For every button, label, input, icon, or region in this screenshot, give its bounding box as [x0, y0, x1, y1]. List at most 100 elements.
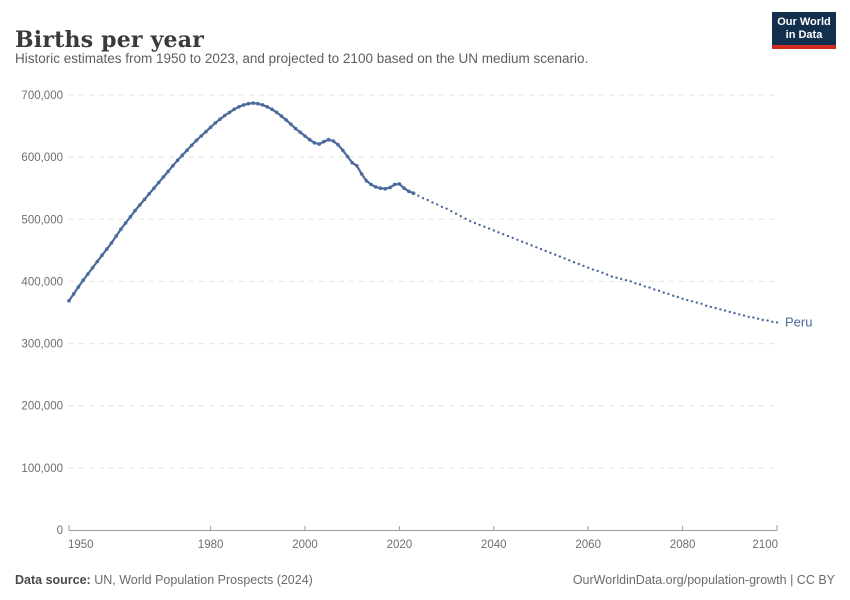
projection-dot: [638, 283, 642, 286]
data-point: [411, 191, 416, 195]
data-point: [213, 121, 218, 125]
data-point: [355, 164, 359, 168]
projection-dot: [530, 244, 533, 247]
page-title: Births per year: [15, 26, 205, 53]
projection-dot: [747, 315, 750, 319]
projection-dot: [700, 302, 703, 305]
data-point: [374, 185, 378, 189]
x-axis-tick-label: 1950: [68, 539, 94, 551]
projection-dot: [492, 229, 495, 232]
data-source-label: Data source:: [15, 573, 91, 587]
y-axis-tick-label: 500,000: [21, 214, 63, 226]
data-point: [364, 179, 369, 183]
projection-dot: [705, 304, 708, 307]
y-axis-tick-label: 200,000: [21, 401, 63, 413]
projection-dot: [695, 301, 698, 304]
projection-dot: [572, 261, 576, 264]
data-point: [397, 182, 402, 186]
projection-dot: [719, 308, 722, 311]
entity-label: Peru: [785, 314, 812, 329]
projection-dot: [629, 280, 632, 283]
data-point: [345, 154, 350, 159]
projection-dot: [473, 221, 477, 225]
projection-dot: [672, 294, 675, 297]
projection-dot: [436, 203, 439, 206]
data-point: [90, 266, 95, 270]
owid-logo[interactable]: Our World in Data: [772, 12, 836, 49]
projection-dot: [714, 306, 717, 310]
data-point: [142, 197, 147, 202]
projection-dot: [605, 273, 609, 276]
x-axis-tick-label: 2100: [752, 539, 778, 551]
data-point: [341, 148, 345, 153]
projection-dot: [487, 227, 491, 230]
projection-dot: [459, 215, 462, 218]
data-point: [407, 189, 411, 194]
data-point: [76, 285, 81, 289]
projection-dot: [709, 305, 713, 309]
chart-subtitle: Historic estimates from 1950 to 2023, an…: [15, 51, 589, 66]
data-point: [241, 103, 246, 107]
projection-dot: [464, 217, 467, 220]
data-point: [147, 192, 151, 196]
data-point: [156, 180, 161, 185]
data-point: [199, 134, 203, 138]
data-point: [175, 158, 180, 163]
projection-dot: [733, 311, 736, 315]
projection-dot: [653, 288, 656, 291]
data-point: [71, 292, 76, 296]
projection-dot: [520, 240, 524, 243]
projection-dot: [421, 197, 425, 200]
y-axis-tick-label: 600,000: [21, 152, 63, 164]
projection-dot: [544, 249, 547, 253]
projection-dot: [657, 289, 661, 292]
projection-dot: [511, 236, 514, 240]
data-point: [194, 138, 199, 143]
data-source-note: Data source: UN, World Population Prospe…: [15, 573, 313, 587]
data-point: [312, 141, 317, 145]
projection-dot: [667, 292, 670, 296]
projection-dot: [775, 321, 779, 324]
x-axis-tick-label: 1980: [198, 539, 224, 551]
projection-dot: [483, 225, 486, 228]
data-point: [133, 208, 137, 213]
projection-dot: [771, 320, 774, 323]
data-source-value: UN, World Population Prospects (2024): [90, 573, 313, 587]
projection-dot: [506, 234, 510, 238]
data-point: [161, 175, 166, 179]
projection-dot: [587, 266, 590, 269]
data-point: [81, 278, 85, 283]
data-point: [251, 101, 255, 105]
data-point: [336, 142, 340, 147]
data-point: [237, 105, 241, 109]
x-axis-tick-label: 2000: [292, 539, 318, 551]
projection-dot: [450, 210, 453, 213]
projection-dot: [516, 238, 519, 241]
data-point: [95, 259, 100, 264]
projection-dot: [738, 313, 741, 316]
credit-link[interactable]: OurWorldinData.org/population-growth | C…: [572, 573, 835, 587]
projection-dot: [577, 262, 580, 266]
data-point: [128, 215, 133, 219]
projection-dot: [643, 285, 646, 288]
data-point: [105, 247, 109, 251]
projection-dot: [728, 310, 731, 314]
projection-dot: [676, 295, 680, 299]
data-point: [180, 153, 185, 158]
data-point: [284, 118, 288, 122]
projection-dot: [502, 233, 505, 236]
y-axis-tick-label: 100,000: [21, 463, 63, 475]
data-point: [67, 298, 71, 303]
data-point: [359, 172, 364, 176]
projection-dot: [662, 291, 665, 294]
data-point: [232, 107, 236, 112]
projection-dot: [761, 318, 764, 322]
projection-dot: [469, 220, 472, 223]
projection-dot: [525, 242, 528, 245]
projection-dot: [723, 309, 727, 312]
projection-dot: [742, 314, 746, 317]
data-point: [119, 227, 123, 231]
data-point: [109, 241, 114, 245]
data-point: [279, 114, 284, 118]
data-point: [152, 186, 156, 190]
